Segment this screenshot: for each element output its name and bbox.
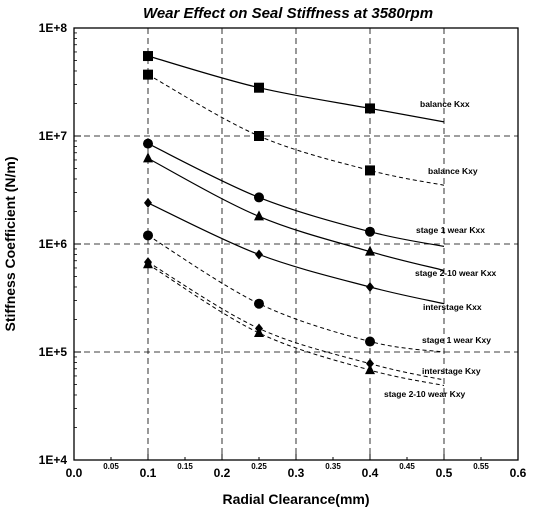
x-tick-label: 0.55 (473, 462, 489, 471)
x-tick-label: 0.25 (251, 462, 267, 471)
series-labels: balance Kxx balance Kxy stage 1 wear Kxx st… (384, 99, 497, 399)
x-tick-label: 0.4 (362, 466, 379, 480)
y-tick-label: 1E+8 (39, 21, 68, 35)
y-axis-title: Stiffness Coefficient (N/m) (2, 156, 18, 331)
data-point-stage-2-10-wear-kxx (143, 152, 153, 162)
y-tick-label: 1E+5 (39, 345, 68, 359)
x-tick-label: 0.3 (288, 466, 305, 480)
y-tick-label: 1E+6 (39, 237, 68, 251)
x-tick-label: 0.1 (140, 466, 157, 480)
data-point-interstage-kxx (255, 249, 263, 259)
data-point-stage-1-wear-kxx (143, 139, 153, 149)
x-tick-label: 0.2 (214, 466, 231, 480)
data-point-balance-kxx (254, 83, 264, 93)
series-label-interstage-kxy: interstage Kxy (422, 366, 481, 376)
data-point-stage-1-wear-kxy (143, 230, 153, 240)
data-point-balance-kxy (143, 70, 153, 80)
x-tick-label: 0.0 (66, 466, 83, 480)
x-axis-title: Radial Clearance(mm) (222, 491, 369, 507)
series-label-stage-1-wear-kxy: stage 1 wear Kxy (422, 335, 491, 345)
series-label-interstage-kxx: interstage Kxx (423, 302, 482, 312)
chart-title: Wear Effect on Seal Stiffness at 3580rpm (143, 5, 433, 22)
data-point-balance-kxx (143, 51, 153, 61)
series-label-balance-kxx: balance Kxx (420, 99, 470, 109)
series-label-stage-2-10-wear-kxx: stage 2-10 wear Kxx (415, 268, 497, 278)
data-point-balance-kxx (365, 103, 375, 113)
data-point-stage-2-10-wear-kxy (143, 258, 153, 268)
data-point-stage-1-wear-kxy (365, 337, 375, 347)
x-tick-label: 0.35 (325, 462, 341, 471)
data-point-interstage-kxx (366, 282, 374, 292)
y-tick-label: 1E+4 (39, 453, 68, 467)
data-point-stage-2-10-wear-kxy (365, 364, 375, 374)
data-point-balance-kxy (365, 165, 375, 175)
x-tick-label: 0.05 (103, 462, 119, 471)
series-label-stage-2-10-wear-kxy: stage 2-10 wear Kxy (384, 389, 466, 399)
data-point-stage-1-wear-kxx (365, 227, 375, 237)
series-label-stage-1-wear-kxx: stage 1 wear Kxx (416, 225, 485, 235)
x-tick-label: 0.15 (177, 462, 193, 471)
series-label-balance-kxy: balance Kxy (428, 166, 478, 176)
data-point-interstage-kxx (144, 198, 152, 208)
data-point-stage-1-wear-kxy (254, 299, 264, 309)
y-tick-label: 1E+7 (39, 129, 68, 143)
x-tick-label: 0.5 (436, 466, 453, 480)
data-point-stage-1-wear-kxx (254, 192, 264, 202)
x-tick-label: 0.6 (510, 466, 527, 480)
data-point-balance-kxy (254, 131, 264, 141)
x-tick-label: 0.45 (399, 462, 415, 471)
series-markers (143, 51, 375, 374)
axis-ticks: 0.0 0.05 0.1 0.15 0.2 0.25 0.3 0.35 0.4 0.45 0.5 0.… (39, 21, 527, 480)
